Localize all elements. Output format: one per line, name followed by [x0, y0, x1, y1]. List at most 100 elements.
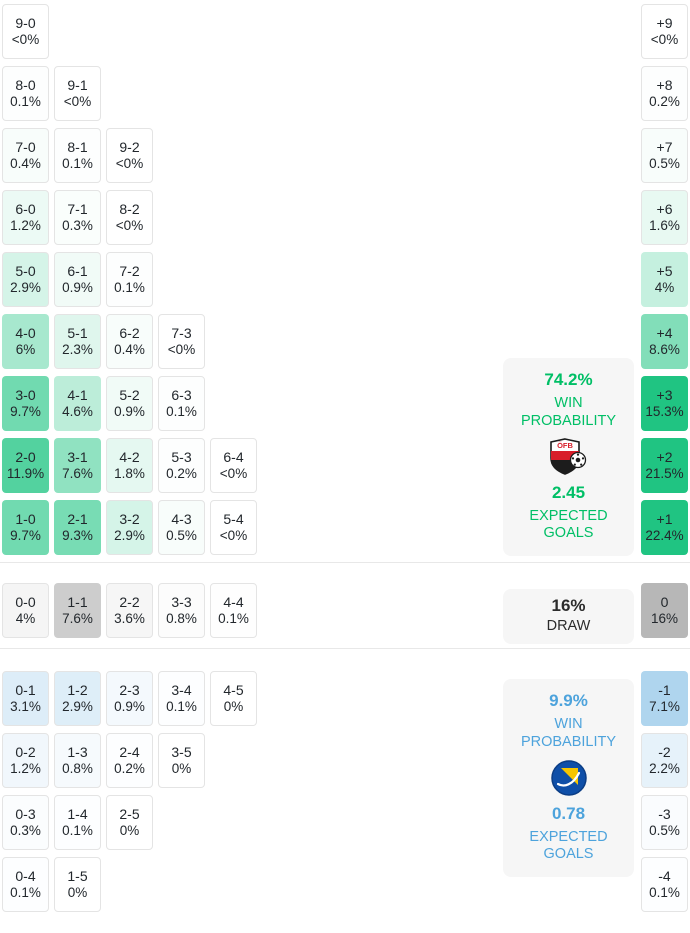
cell-percentage: 0.1%	[218, 611, 249, 627]
cell-percentage: 7.6%	[62, 466, 93, 482]
cell-percentage: 1.8%	[114, 466, 145, 482]
svg-text:ÖFB: ÖFB	[557, 441, 573, 450]
cell-percentage: 4.6%	[62, 404, 93, 420]
cell-percentage: 6%	[15, 342, 36, 358]
cell-score: 1-5	[67, 868, 88, 885]
cell-score: 1-0	[15, 511, 36, 528]
score-cell: 8-1 0.1%	[54, 128, 101, 183]
cell-percentage: 3.6%	[114, 611, 145, 627]
cell-score: -3	[658, 806, 671, 823]
cell-percentage: 1.2%	[10, 218, 41, 234]
away-win-probability-value: 9.9%	[549, 691, 588, 710]
score-cell: 2-0 11.9%	[2, 438, 49, 493]
score-row: 2-0 11.9% 3-1 7.6% 4-2 1.8% 5-3 0.2% 6-4 <0% +2 21.…	[2, 438, 690, 493]
goal-diff-cell: -3 0.5%	[641, 795, 688, 850]
score-row: 7-0 0.4% 8-1 0.1% 9-2 <0% +7 0.5%	[2, 128, 690, 183]
goal-diff-cell: +8 0.2%	[641, 66, 688, 121]
cell-score: 6-2	[119, 325, 140, 342]
cell-percentage: 9.7%	[10, 404, 41, 420]
cell-percentage: 0.3%	[62, 218, 93, 234]
cell-score: 2-1	[67, 511, 88, 528]
score-cell: 5-4 <0%	[210, 500, 257, 555]
score-cell: 8-2 <0%	[106, 190, 153, 245]
cell-percentage: 0.8%	[166, 611, 197, 627]
score-cell: 2-2 3.6%	[106, 583, 153, 638]
goal-diff-cell: -1 7.1%	[641, 671, 688, 726]
cell-percentage: 1.2%	[10, 761, 41, 777]
score-cell: 5-1 2.3%	[54, 314, 101, 369]
cell-score: 0-4	[15, 868, 36, 885]
score-cell: 6-3 0.1%	[158, 376, 205, 431]
away-win-score-grid: 0-1 3.1% 1-2 2.9% 2-3 0.9% 3-4 0.1% 4-5 0% -1 7.1% 0…	[0, 671, 690, 912]
score-cell: 7-3 <0%	[158, 314, 205, 369]
cell-percentage: 7.6%	[62, 611, 93, 627]
cell-score: 3-0	[15, 387, 36, 404]
score-cell: 1-3 0.8%	[54, 733, 101, 788]
draw-probability-value: 16%	[551, 596, 586, 616]
score-row: 0-2 1.2% 1-3 0.8% 2-4 0.2% 3-5 0% -2 2.2%	[2, 733, 690, 788]
goal-diff-cell: +9 <0%	[641, 4, 688, 59]
cell-percentage: 0.1%	[62, 156, 93, 172]
cell-score: 1-4	[67, 806, 88, 823]
score-cell: 2-1 9.3%	[54, 500, 101, 555]
section-divider	[0, 562, 690, 563]
cell-score: +5	[656, 263, 673, 280]
cell-score: 0-1	[15, 682, 36, 699]
score-cell: 3-1 7.6%	[54, 438, 101, 493]
cell-percentage: 2.2%	[649, 761, 680, 777]
cell-score: 4-0	[15, 325, 36, 342]
cell-score: 6-4	[223, 449, 244, 466]
cell-score: 9-2	[119, 139, 140, 156]
score-cell: 6-0 1.2%	[2, 190, 49, 245]
cell-score: 4-1	[67, 387, 88, 404]
cell-score: +3	[656, 387, 673, 404]
home-expected-goals-label: EXPECTED GOALS	[529, 507, 608, 542]
cell-percentage: 0.2%	[649, 94, 680, 110]
score-cell: 4-5 0%	[210, 671, 257, 726]
goal-diff-cell: -2 2.2%	[641, 733, 688, 788]
score-row: 8-0 0.1% 9-1 <0% +8 0.2%	[2, 66, 690, 121]
cell-score: 8-2	[119, 201, 140, 218]
away-team-crest-icon	[550, 760, 587, 796]
cell-percentage: 3.1%	[10, 699, 41, 715]
score-row: 5-0 2.9% 6-1 0.9% 7-2 0.1% +5 4%	[2, 252, 690, 307]
goal-diff-cell: -4 0.1%	[641, 857, 688, 912]
cell-score: +4	[656, 325, 673, 342]
score-cell: 3-3 0.8%	[158, 583, 205, 638]
cell-percentage: 4%	[654, 280, 675, 296]
cell-score: +7	[656, 139, 673, 156]
cell-percentage: 0.1%	[166, 404, 197, 420]
home-win-probability-value: 74.2%	[544, 370, 593, 389]
cell-percentage: 0%	[67, 885, 88, 901]
score-cell: 3-4 0.1%	[158, 671, 205, 726]
cell-percentage: 0%	[171, 761, 192, 777]
home-expected-goals-value: 2.45	[551, 482, 586, 502]
cell-score: +1	[656, 511, 673, 528]
score-row: 6-0 1.2% 7-1 0.3% 8-2 <0% +6 1.6%	[2, 190, 690, 245]
score-cell: 9-2 <0%	[106, 128, 153, 183]
cell-score: 6-3	[171, 387, 192, 404]
score-cell: 4-4 0.1%	[210, 583, 257, 638]
goal-diff-cell: 0 16%	[641, 583, 688, 638]
home-team-crest-icon: ÖFB	[549, 438, 586, 475]
cell-score: 8-1	[67, 139, 88, 156]
cell-score: 1-1	[67, 594, 88, 611]
cell-percentage: 2.9%	[114, 528, 145, 544]
away-win-panel: 9.9% WIN PROBABILITY 0.78 EXPECTED GOALS	[503, 679, 634, 877]
cell-score: 2-5	[119, 806, 140, 823]
cell-score: -1	[658, 682, 671, 699]
score-cell: 1-4 0.1%	[54, 795, 101, 850]
cell-score: 2-0	[15, 449, 36, 466]
home-win-panel: 74.2% WIN PROBABILITY ÖFB 2.45 EXPECTED …	[503, 358, 634, 556]
cell-percentage: 0.1%	[166, 699, 197, 715]
cell-score: 1-3	[67, 744, 88, 761]
cell-score: 4-5	[223, 682, 244, 699]
away-expected-goals-label: EXPECTED GOALS	[529, 828, 608, 863]
score-cell: 2-4 0.2%	[106, 733, 153, 788]
cell-percentage: 2.3%	[62, 342, 93, 358]
cell-percentage: <0%	[167, 342, 196, 358]
score-cell: 9-0 <0%	[2, 4, 49, 59]
cell-score: 7-3	[171, 325, 192, 342]
cell-percentage: 0.2%	[166, 466, 197, 482]
